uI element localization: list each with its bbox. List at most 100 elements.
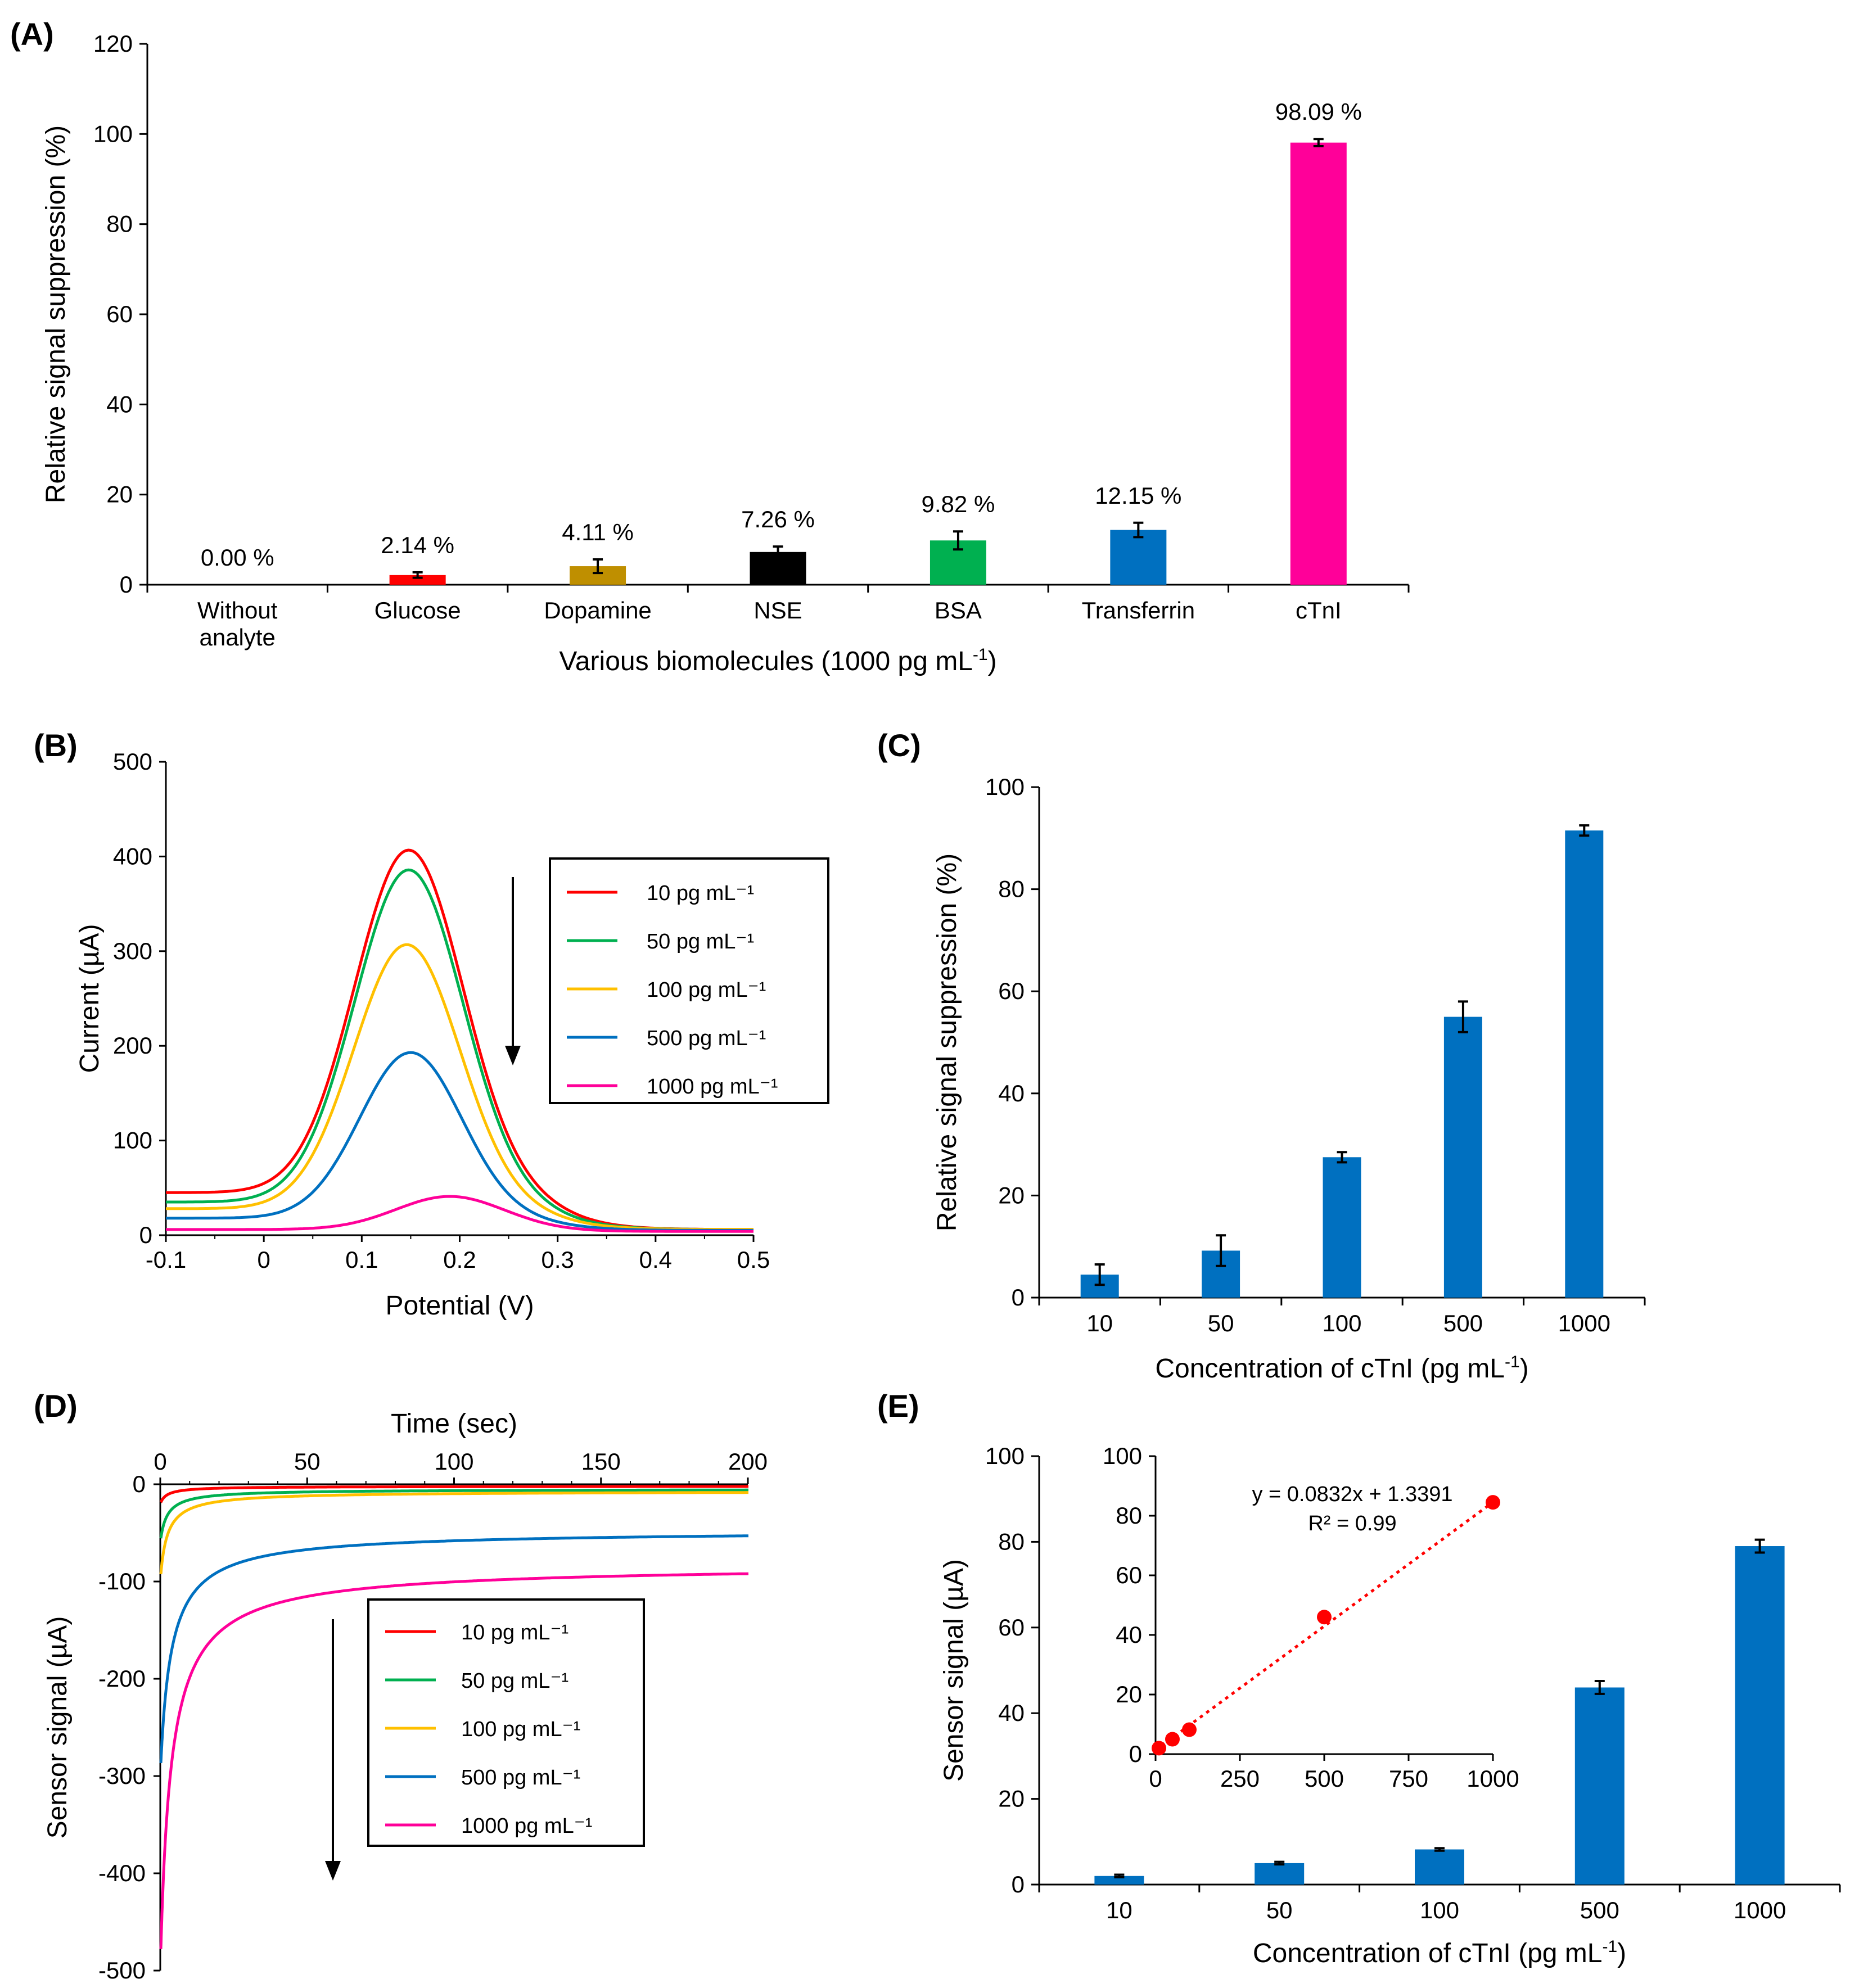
inset-xtick-label: 250	[1220, 1765, 1260, 1792]
chart-a-ylabel: Relative signal suppression (%)	[41, 125, 71, 503]
chart-a-data-label: 98.09 %	[1275, 98, 1362, 125]
chart-e-bar	[1735, 1546, 1785, 1885]
chart-c-ytick-label: 20	[998, 1182, 1025, 1208]
chart-a-data-label: 9.82 %	[922, 491, 995, 517]
chart-a-data-label: 2.14 %	[381, 532, 454, 558]
inset-data-point	[1152, 1741, 1166, 1756]
chart-a-ytick-label: 100	[93, 120, 133, 147]
inset-r2: R² = 0.99	[1308, 1512, 1396, 1535]
chart-e-category-label: 1000	[1734, 1897, 1786, 1923]
chart-d-series-line	[159, 1485, 749, 1503]
chart-d-ytick-label: -100	[98, 1568, 146, 1594]
chart-b-legend-label: 100 pg mL⁻¹	[647, 978, 766, 1002]
panel-label-c: (C)	[877, 728, 921, 763]
chart-a-data-label: 12.15 %	[1095, 482, 1181, 509]
chart-c: 0 20 40 60 80 100 10 50 100 500 1000 Relative signa…	[932, 774, 1646, 1384]
chart-a-category-label: Dopamine	[544, 597, 651, 623]
chart-e-category-label: 500	[1580, 1897, 1619, 1923]
chart-b-legend	[549, 857, 829, 1104]
chart-b-legend-label: 1000 pg mL⁻¹	[647, 1075, 778, 1099]
chart-c-xlabel: Concentration of cTnI (pg mL-1)	[1155, 1353, 1528, 1384]
chart-a-category-label: NSE	[753, 597, 802, 623]
chart-a-ytick-label: 120	[93, 30, 133, 57]
chart-e-ytick-label: 60	[998, 1614, 1025, 1641]
chart-a-ytick-label: 80	[106, 211, 133, 237]
chart-d-xtick-label: 50	[294, 1448, 321, 1475]
chart-a-bar	[1290, 142, 1347, 585]
chart-d-ytick-label: 0	[133, 1471, 146, 1497]
chart-b-xtick-label: -0.1	[146, 1246, 186, 1273]
chart-a-category-label: cTnI	[1296, 597, 1342, 623]
inset-ytick-label: 0	[1129, 1741, 1142, 1767]
chart-e-category-label: 100	[1420, 1897, 1459, 1923]
chart-e-ytick-label: 0	[1012, 1871, 1025, 1897]
chart-b-legend-label: 50 pg mL⁻¹	[647, 930, 754, 954]
chart-e-bar	[1574, 1687, 1625, 1885]
inset-ytick-label: 40	[1116, 1621, 1142, 1648]
chart-a-bar	[1110, 530, 1167, 585]
chart-e-ylabel: Sensor signal (µA)	[939, 1559, 969, 1782]
chart-c-category-label: 10	[1086, 1310, 1113, 1336]
chart-a-data-label: 4.11 %	[562, 519, 634, 545]
chart-d-xtick-label: 200	[728, 1448, 768, 1475]
chart-e-bar	[1255, 1863, 1305, 1885]
chart-d-series-line	[159, 1491, 748, 1575]
chart-d-legend-label: 500 pg mL⁻¹	[461, 1766, 580, 1790]
chart-a-category-label: BSA	[935, 597, 982, 623]
chart-c-bar	[1323, 1157, 1361, 1298]
chart-a-data-label: 0.00 %	[201, 544, 274, 571]
panel-label-e: (E)	[877, 1388, 919, 1424]
chart-d-xlabel: Time (sec)	[391, 1409, 517, 1439]
chart-c-bar	[1443, 1016, 1482, 1298]
chart-b-xtick-label: 0	[257, 1246, 270, 1273]
chart-d-xtick-label: 150	[581, 1448, 621, 1475]
chart-d-ylabel: Sensor signal (µA)	[43, 1616, 73, 1839]
chart-d-legend-label: 10 pg mL⁻¹	[461, 1621, 568, 1644]
chart-d-series-line	[159, 1572, 749, 1949]
chart-b-ytick-label: 200	[113, 1032, 152, 1059]
chart-b-ytick-label: 400	[113, 843, 152, 869]
chart-b-xtick-label: 0.2	[443, 1246, 476, 1273]
chart-d-xtick-label: 0	[154, 1448, 166, 1475]
inset-equation: y = 0.0832x + 1.3391	[1252, 1483, 1452, 1506]
chart-d-legend	[367, 1598, 645, 1847]
chart-d-ytick-label: -500	[98, 1957, 146, 1984]
chart-d-legend-label: 50 pg mL⁻¹	[461, 1669, 568, 1693]
chart-d-ytick-label: -200	[98, 1665, 146, 1692]
chart-a-category-label: analyte	[199, 624, 275, 650]
chart-a-ytick-label: 40	[106, 391, 133, 417]
chart-a-ytick-label: 0	[120, 571, 133, 598]
chart-d-xtick-label: 100	[434, 1448, 473, 1475]
chart-c-ytick-label: 40	[998, 1080, 1025, 1106]
chart-e-xlabel: Concentration of cTnI (pg mL-1)	[1253, 1937, 1626, 1968]
chart-e-category-label: 10	[1106, 1897, 1132, 1923]
chart-b-xtick-label: 0.5	[737, 1246, 770, 1273]
chart-b-series-line	[166, 1195, 753, 1233]
panel-label-d: (D)	[34, 1388, 78, 1424]
chart-d-ytick-label: -300	[98, 1763, 146, 1789]
chart-e-ytick-label: 20	[998, 1786, 1025, 1812]
chart-a-bar	[389, 575, 446, 585]
chart-b-ytick-label: 100	[113, 1127, 152, 1154]
inset-data-point	[1486, 1495, 1500, 1510]
inset-data-point	[1317, 1610, 1332, 1625]
chart-b-xtick-label: 0.4	[639, 1246, 672, 1273]
inset-xtick-label: 750	[1389, 1765, 1428, 1792]
inset-ytick-label: 100	[1103, 1443, 1142, 1469]
chart-b-arrowhead	[505, 1046, 521, 1065]
chart-d-legend-label: 100 pg mL⁻¹	[461, 1718, 580, 1741]
chart-a-category-label: Transferrin	[1082, 597, 1195, 623]
chart-d: -500 -400 -300 -200 -100 00 50 100 150 200 10 pg m…	[43, 1409, 768, 1984]
inset-xtick-label: 0	[1149, 1765, 1162, 1792]
chart-b-xtick-label: 0.1	[345, 1246, 378, 1273]
chart-b-ytick-label: 300	[113, 938, 152, 964]
chart-b-legend-label: 500 pg mL⁻¹	[647, 1027, 766, 1050]
chart-c-ytick-label: 100	[985, 774, 1025, 800]
inset-ytick-label: 60	[1116, 1562, 1142, 1588]
chart-b-ytick-label: 500	[113, 748, 152, 775]
chart-e-bar	[1094, 1876, 1144, 1885]
chart-c-category-label: 1000	[1558, 1310, 1610, 1336]
